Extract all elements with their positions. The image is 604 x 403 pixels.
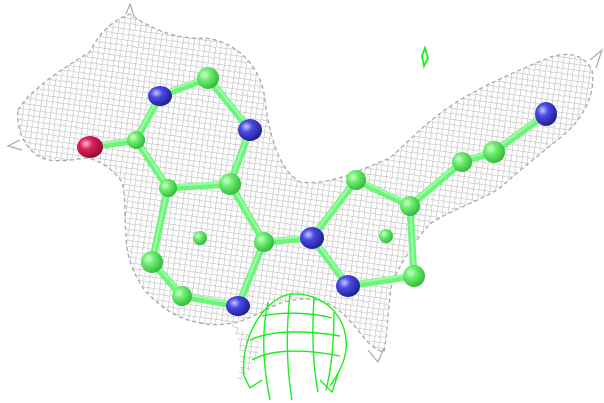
oxygen-atom	[77, 136, 103, 158]
carbon-atom	[159, 179, 177, 197]
carbon-atom	[172, 286, 192, 306]
carbon-atom	[127, 131, 145, 149]
carbon-atom	[219, 173, 241, 195]
nitrogen-atom	[535, 102, 557, 126]
nitrogen-atom	[238, 119, 262, 141]
nitrogen-atom	[226, 296, 250, 316]
nitrogen-atom	[336, 275, 360, 297]
carbon-atom	[346, 170, 366, 190]
carbon-atom	[197, 67, 219, 89]
nitrogen-atom	[300, 227, 324, 249]
carbon-atom	[379, 229, 393, 243]
carbon-atom	[400, 196, 420, 216]
carbon-atom	[483, 141, 505, 163]
difference-density-mesh	[242, 45, 429, 401]
carbon-atom	[193, 231, 207, 245]
carbon-atom	[403, 265, 425, 287]
atoms	[77, 67, 557, 316]
carbon-atom	[254, 232, 274, 252]
carbon-atom	[452, 152, 472, 172]
nitrogen-atom	[148, 86, 172, 106]
carbon-atom	[141, 251, 163, 273]
